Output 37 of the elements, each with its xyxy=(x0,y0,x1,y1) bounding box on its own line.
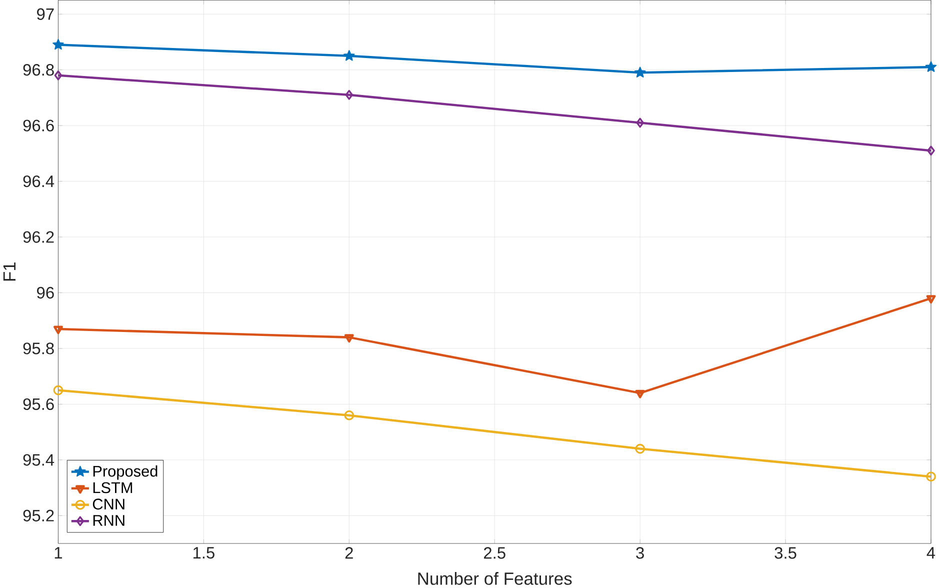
x-tick-label: 3.5 xyxy=(774,546,796,559)
point xyxy=(344,50,355,61)
y-tick-label: 96.2 xyxy=(23,231,54,243)
y-tick-label: 96.6 xyxy=(23,120,54,132)
point xyxy=(634,66,646,78)
x-tick-label: 1.5 xyxy=(193,546,214,558)
y-tick-label: 95.8 xyxy=(23,342,54,354)
x-axis-title: Number of Features xyxy=(418,572,572,585)
point xyxy=(635,444,646,454)
y-tick-label: 96.8 xyxy=(23,64,54,76)
legend-label: RNN xyxy=(93,514,124,526)
x-tick-label: 3 xyxy=(636,546,644,559)
legend-label: CNN xyxy=(92,498,124,510)
point xyxy=(636,118,644,128)
point xyxy=(52,38,64,50)
point xyxy=(53,385,64,396)
point xyxy=(344,334,354,342)
point xyxy=(345,90,354,100)
point xyxy=(344,410,354,420)
y-tick-label: 97 xyxy=(37,8,54,20)
x-tick-label: 4 xyxy=(926,546,936,558)
y-tick-label: 96 xyxy=(37,286,54,298)
y-tick-label: 95.6 xyxy=(23,398,54,410)
legend-label: LSTM xyxy=(93,482,132,493)
y-axis-title: F1 xyxy=(3,262,16,280)
point xyxy=(927,146,935,156)
y-tick-label: 95.4 xyxy=(23,454,54,466)
y-tick-label: 96.4 xyxy=(23,175,54,187)
x-tick-label: 2.5 xyxy=(484,546,506,559)
point xyxy=(54,70,62,80)
point xyxy=(635,390,645,398)
x-tick-label: 2 xyxy=(345,546,353,558)
point xyxy=(925,61,937,72)
point xyxy=(926,472,936,482)
legend-label: Proposed xyxy=(93,465,158,480)
y-tick-label: 95.2 xyxy=(23,510,54,522)
x-tick-label: 1 xyxy=(54,546,62,558)
